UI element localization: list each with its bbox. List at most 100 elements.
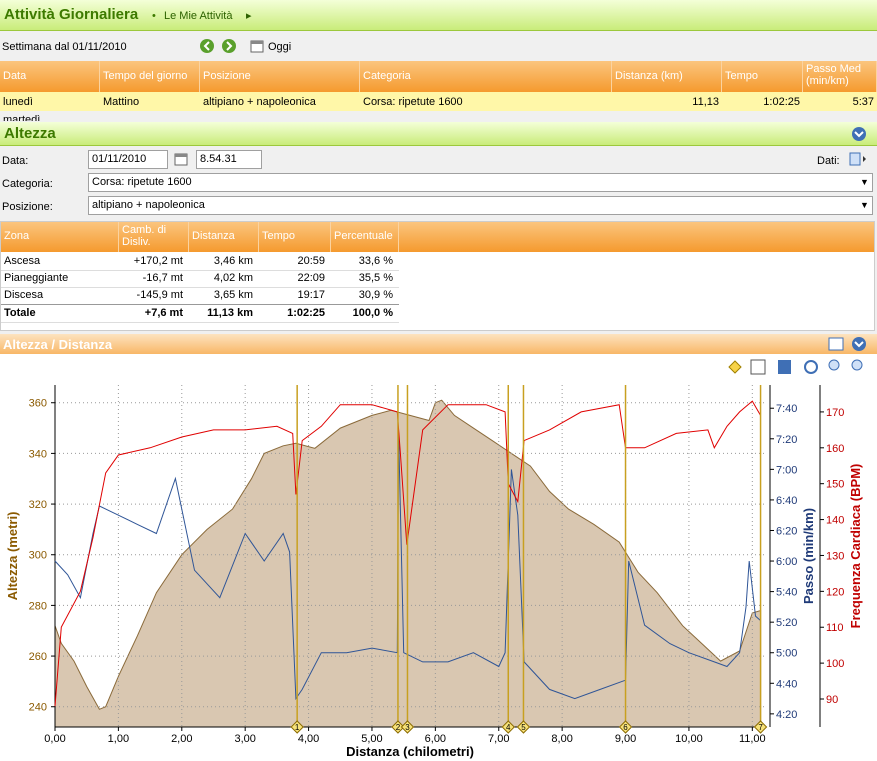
- table-cell: lunedì: [3, 96, 33, 108]
- chart-tool[interactable]: [750, 359, 766, 375]
- table-header: Data Tempo del giorno Posizione Categoria Di…: [0, 61, 877, 92]
- time-input[interactable]: 8.54.31: [196, 150, 262, 169]
- breadcrumb[interactable]: Le Mie Attività: [164, 10, 233, 22]
- chart: 0,00 1,00 2,00 3,00 4,00 5,00 6,00 7,00 8,00 9,00…: [5, 385, 863, 759]
- column-header: Tempo del giorno: [100, 61, 200, 92]
- calendar-icon[interactable]: [250, 39, 264, 53]
- x-tick-label: 10,00: [675, 733, 703, 745]
- table-row: Ascesa +170,2 mt 3,46 km 20:59 33,6 %: [1, 253, 399, 271]
- bullet: •: [152, 10, 156, 22]
- layout-button[interactable]: [828, 337, 844, 351]
- table-cell: 1:02:25: [763, 96, 800, 108]
- page-title: Attività Giornaliera: [4, 6, 139, 23]
- table-cell: 1:02:25: [287, 307, 325, 319]
- collapse-button[interactable]: [851, 126, 867, 142]
- y2-axis-title: Passo (min/km): [801, 508, 816, 604]
- y-tick-label: 280: [29, 600, 47, 612]
- lap-label: 4: [506, 723, 511, 732]
- x-tick-label: 1,00: [108, 733, 129, 745]
- dropdown-arrow[interactable]: ▼: [860, 177, 869, 187]
- table-cell: 4,02 km: [213, 272, 253, 284]
- prev-button[interactable]: [200, 39, 214, 53]
- lap-label: 6: [623, 723, 628, 732]
- y3-tick-label: 100: [826, 658, 844, 670]
- x-tick-label: 4,00: [298, 733, 319, 745]
- x-tick-label: 6,00: [425, 733, 446, 745]
- column-header: Distanza (km): [612, 61, 722, 92]
- lap-marker: [618, 720, 633, 734]
- column-header: Camb. di Disliv.: [119, 222, 189, 252]
- chart-bar: Altezza / Distanza: [0, 334, 877, 354]
- collapse-button[interactable]: [852, 337, 866, 351]
- zoom-in-tool[interactable]: [828, 359, 840, 371]
- category-select[interactable]: Corsa: ripetute 1600: [88, 173, 873, 192]
- y3-axis-title: Frequenza Cardiaca (BPM): [848, 464, 863, 629]
- x-tick-label: 5,00: [361, 733, 382, 745]
- lap-label: 7: [758, 723, 763, 732]
- chart-toolbar: [728, 359, 863, 375]
- column-header: Zona: [1, 222, 119, 252]
- y3-tick-label: 120: [826, 586, 844, 598]
- position-select[interactable]: altipiano + napoleonica: [88, 196, 873, 215]
- dropdown-arrow[interactable]: ▼: [860, 200, 869, 210]
- y3-tick-label: 170: [826, 407, 844, 419]
- pan-tool[interactable]: [804, 360, 818, 374]
- table-cell: 11,13: [692, 96, 719, 108]
- y-tick-label: 340: [29, 448, 47, 460]
- column-header: Categoria: [360, 61, 612, 92]
- line: [54, 432, 761, 701]
- table-cell: 19:17: [297, 289, 325, 301]
- y3-tick-label: 140: [826, 515, 844, 527]
- y2-tick-label: 4:40: [776, 678, 797, 690]
- column-header: Percentuale: [331, 222, 399, 252]
- table-cell: altipiano + napoleonica: [203, 96, 316, 108]
- position-label: Posizione:: [2, 201, 53, 213]
- data-label: Dati:: [817, 155, 840, 167]
- table-cell: 33,6 %: [358, 255, 393, 267]
- table-row[interactable]: lunedì Mattino altipiano + napoleonica Cors…: [0, 92, 877, 111]
- table-cell: 100,0 %: [352, 307, 393, 319]
- date-picker[interactable]: [174, 152, 188, 166]
- date-input[interactable]: 01/11/2010: [88, 150, 168, 169]
- x-axis-title: Distanza (chilometri): [346, 744, 474, 759]
- zone-table: Zona Camb. di Disliv. Distanza Tempo Percent…: [0, 221, 875, 331]
- y2-tick-label: 7:20: [776, 434, 797, 446]
- y2-tick-label: 7:00: [776, 464, 797, 476]
- table-cell: 35,5 %: [358, 272, 393, 284]
- table-row: Pianeggiante -16,7 mt 4,02 km 22:09 35,5 %: [1, 270, 399, 288]
- lap-label: 2: [396, 723, 401, 732]
- y-tick-label: 360: [29, 398, 47, 410]
- y3-tick-label: 150: [826, 479, 844, 491]
- collapse-arrow: [854, 341, 864, 348]
- section-title: Altezza: [4, 125, 56, 142]
- table-cell: Ascesa: [4, 255, 41, 267]
- table-cell: 11,13 km: [207, 307, 253, 319]
- marker-tool[interactable]: [728, 360, 742, 374]
- y2-tick-label: 6:00: [776, 556, 797, 568]
- x-tick-label: 8,00: [551, 733, 572, 745]
- breadcrumb-arrow[interactable]: ▸: [246, 10, 252, 22]
- section-bar: Altezza: [0, 122, 877, 146]
- column-header: Passo Med (min/km): [803, 61, 877, 92]
- next-button[interactable]: [222, 39, 236, 53]
- x-tick-label: 7,00: [488, 733, 509, 745]
- zoom-out-tool[interactable]: [851, 359, 863, 371]
- save-tool[interactable]: [778, 360, 791, 374]
- data-button[interactable]: [849, 152, 869, 166]
- y2-tick-label: 4:20: [776, 709, 797, 721]
- x-tick-label: 2,00: [171, 733, 192, 745]
- next-arrow: [226, 41, 233, 51]
- x-tick-label: 0,00: [44, 733, 65, 745]
- lap-label: 5: [521, 723, 526, 732]
- table-row: Discesa -145,9 mt 3,65 km 19:17 30,9 %: [1, 287, 399, 305]
- y2-tick-label: 6:20: [776, 525, 797, 537]
- today-button[interactable]: Oggi: [268, 41, 292, 53]
- lap-marker: [400, 720, 415, 734]
- table-cell: 3,46 km: [213, 255, 253, 267]
- table-cell: -145,9 mt: [136, 289, 183, 301]
- y-tick-label: 300: [29, 550, 47, 562]
- table-cell: Totale: [4, 307, 36, 319]
- x-tick-label: 9,00: [615, 733, 636, 745]
- header-bar: Attività Giornaliera • Le Mie Attività ▸: [0, 0, 877, 31]
